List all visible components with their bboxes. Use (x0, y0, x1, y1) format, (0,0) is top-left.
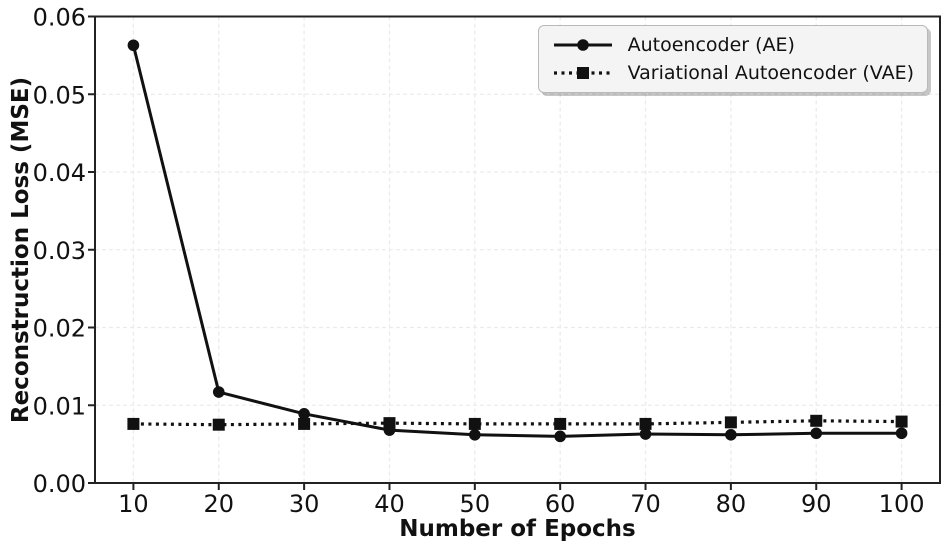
ae-marker (810, 427, 823, 440)
legend-item-ae: Autoencoder (AE) (552, 34, 914, 56)
x-tick-label: 70 (630, 490, 661, 518)
y-tick-label: 0.04 (33, 159, 86, 187)
vae-marker (468, 417, 481, 430)
x-tick-label: 90 (801, 490, 832, 518)
ae-marker (725, 428, 737, 441)
ae-marker (127, 39, 140, 52)
x-tick-label: 30 (289, 490, 320, 518)
vae-marker (639, 417, 652, 430)
vae-marker (724, 416, 737, 429)
ae-line (131, 44, 902, 438)
ae-marker (895, 427, 908, 440)
y-tick-label: 0.03 (33, 237, 86, 265)
y-tick-label: 0.01 (33, 392, 86, 420)
ae-marker (298, 408, 310, 420)
y-axis-title: Reconstruction Loss (MSE) (8, 76, 34, 424)
vae-marker (212, 418, 225, 431)
legend: Autoencoder (AE) Variational Autoencoder… (537, 25, 928, 93)
legend-item-vae: Variational Autoencoder (VAE) (552, 62, 914, 84)
x-tick-label: 80 (716, 490, 747, 518)
vae-marker (554, 417, 567, 430)
x-tick-label: 20 (203, 490, 234, 518)
vae-marker (810, 414, 823, 427)
vae-line (133, 419, 902, 427)
ae-marker (554, 430, 566, 443)
x-tick-label: 100 (879, 490, 925, 518)
ae-marker (383, 424, 396, 436)
x-tick-label: 60 (545, 490, 576, 518)
ae-marker (212, 386, 225, 398)
ae-marker (469, 428, 481, 441)
vae-marker (895, 415, 908, 428)
vae-dotted-line-square-marker-icon (553, 67, 612, 79)
legend-label-vae: Variational Autoencoder (VAE) (627, 62, 914, 84)
vae-marker (298, 417, 311, 430)
vae-marker (127, 417, 140, 430)
x-axis-title: Number of Epochs (399, 516, 636, 542)
x-tick-label: 10 (118, 490, 149, 518)
x-tick-label: 40 (374, 490, 405, 518)
legend-label-ae: Autoencoder (AE) (627, 34, 795, 56)
plot-border (94, 15, 941, 484)
y-tick-label: 0.02 (33, 315, 86, 343)
ae-marker (639, 428, 652, 440)
ae-solid-line-circle-marker-icon (553, 39, 612, 51)
x-tick-label: 50 (460, 490, 491, 518)
y-tick-label: 0.06 (33, 4, 86, 32)
y-tick-label: 0.05 (33, 81, 86, 109)
y-tick-label: 0.00 (33, 470, 86, 498)
